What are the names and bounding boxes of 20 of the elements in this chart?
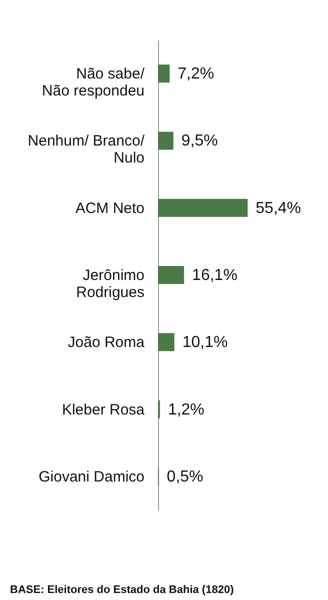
bar <box>158 132 174 150</box>
y-tick-label: Não sabe/ Não respondeu <box>42 66 146 100</box>
data-label: 10,1% <box>182 334 228 352</box>
bar <box>158 64 170 83</box>
data-label: 16,1% <box>192 267 238 284</box>
y-tick-label: Giovani Damico <box>38 468 144 486</box>
bar <box>158 198 248 217</box>
bar <box>158 333 174 352</box>
y-tick-label: ACM Neto <box>75 200 144 217</box>
data-label: 55,4% <box>256 200 302 217</box>
data-label: 1,2% <box>168 401 204 418</box>
data-label: 9,5% <box>181 132 218 150</box>
y-tick-label: João Roma <box>68 334 146 352</box>
bar <box>158 266 184 284</box>
y-tick-label: Kleber Rosa <box>62 401 146 418</box>
y-tick-label: Jerônimo Rodrigues <box>76 267 144 301</box>
text: BASE: Eleitores do Estado da Bahia (1820) <box>10 584 234 596</box>
y-tick-label: Nenhum/ Branco/ Nulo <box>28 132 146 167</box>
data-label: 0,5% <box>166 468 204 486</box>
data-label: 7,2% <box>178 66 214 83</box>
